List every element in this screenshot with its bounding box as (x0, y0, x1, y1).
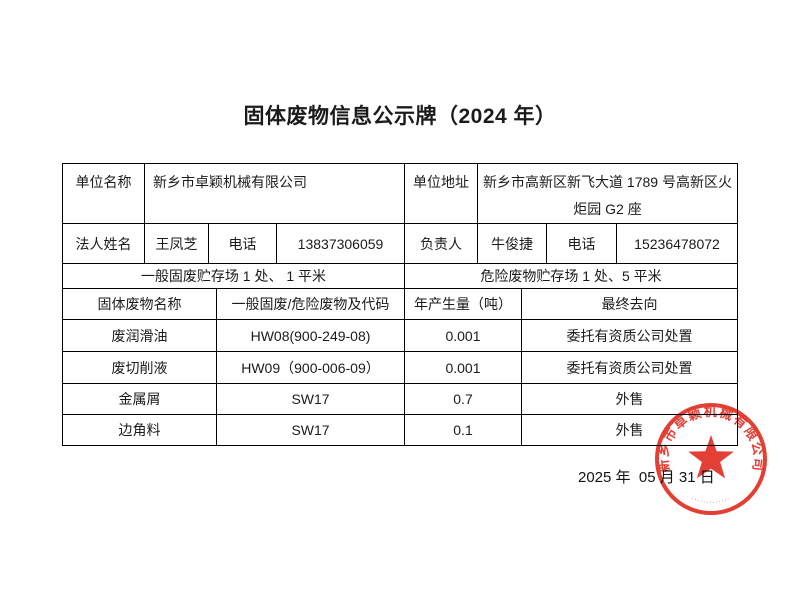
unit-name-label: 单位名称 (62, 163, 145, 224)
unit-address-value: 新乡市高新区新飞大道 1789 号高新区火炬园 G2 座 (476, 163, 739, 224)
phone2-value: 15236478072 (615, 223, 739, 264)
table-header-row: 固体废物名称 一般固废/危险废物及代码 年产生量（吨） 最终去向 (62, 288, 739, 320)
header-annual-amount: 年产生量（吨） (404, 288, 522, 320)
table-row: 废润滑油 HW08(900-249-08) 0.001 委托有资质公司处置 (62, 319, 739, 352)
general-storage-cell: 一般固废贮存场 1 处、 1 平米 (62, 263, 405, 289)
waste-destination: 委托有资质公司处置 (520, 319, 739, 352)
page-title: 固体废物信息公示牌（2024 年） (243, 105, 557, 128)
waste-name: 金属屑 (62, 383, 217, 415)
responsible-value: 牛俊捷 (477, 223, 547, 264)
waste-name: 边角料 (62, 414, 217, 446)
seal-bottom-marks: ············· (690, 497, 730, 506)
waste-code: HW09（900-006-09） (216, 351, 405, 384)
legal-person-value: 王凤芝 (144, 223, 209, 264)
header-waste-code: 一般固废/危险废物及代码 (216, 288, 405, 320)
header-waste-name: 固体废物名称 (62, 288, 217, 320)
waste-info-table: 单位名称 新乡市卓颖机械有限公司 单位地址 新乡市高新区新飞大道 1789 号高… (62, 163, 739, 446)
waste-destination: 委托有资质公司处置 (520, 351, 739, 384)
waste-amount: 0.7 (404, 383, 522, 415)
table-row-storage: 一般固废贮存场 1 处、 1 平米 危险废物贮存场 1 处、5 平米 (62, 263, 739, 289)
waste-code: HW08(900-249-08) (216, 319, 405, 352)
seal-star-icon (688, 435, 734, 479)
phone1-label: 电话 (208, 223, 277, 264)
waste-code: SW17 (216, 383, 405, 415)
waste-amount: 0.001 (404, 351, 522, 384)
table-row: 边角料 SW17 0.1 外售 (62, 414, 739, 446)
unit-name-value: 新乡市卓颖机械有限公司 (144, 163, 405, 224)
waste-destination: 外售 (520, 383, 739, 415)
header-destination: 最终去向 (520, 288, 739, 320)
waste-amount: 0.001 (404, 319, 522, 352)
table-row: 金属屑 SW17 0.7 外售 (62, 383, 739, 415)
waste-amount: 0.1 (404, 414, 522, 446)
table-row-unit: 单位名称 新乡市卓颖机械有限公司 单位地址 新乡市高新区新飞大道 1789 号高… (62, 163, 739, 224)
seal-ring (655, 403, 767, 515)
company-seal-stamp: 新乡市卓颖机械有限公司 ············· (655, 403, 767, 515)
waste-name: 废切削液 (62, 351, 217, 384)
waste-code: SW17 (216, 414, 405, 446)
svg-text:·············: ············· (690, 497, 732, 506)
hazardous-storage-cell: 危险废物贮存场 1 处、5 平米 (403, 263, 739, 289)
waste-name: 废润滑油 (62, 319, 217, 352)
phone1-value: 13837306059 (276, 223, 405, 264)
table-row: 废切削液 HW09（900-006-09） 0.001 委托有资质公司处置 (62, 351, 739, 384)
phone2-label: 电话 (546, 223, 617, 264)
table-row-contacts: 法人姓名 王凤芝 电话 13837306059 负责人 牛俊捷 电话 15236… (62, 223, 739, 264)
responsible-label: 负责人 (404, 223, 478, 264)
unit-address-label: 单位地址 (404, 163, 478, 224)
legal-person-label: 法人姓名 (62, 223, 145, 264)
waste-destination: 外售 (520, 414, 739, 446)
